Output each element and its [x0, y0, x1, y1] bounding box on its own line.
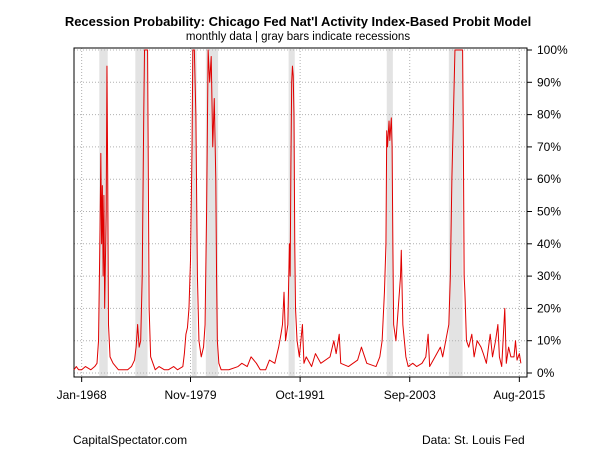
recession-band-7: [448, 49, 463, 376]
x-tick-label: Oct-1991: [275, 388, 325, 402]
series-layer: [73, 49, 522, 371]
y-tick-label: 100%: [537, 43, 568, 57]
x-tick-label: Nov-1979: [164, 388, 216, 402]
source-site-label: CapitalSpectator.com: [73, 433, 188, 447]
x-tick-label: Sep-2003: [384, 388, 436, 402]
recession-band-5: [288, 49, 295, 376]
x-tick-label: Jan-1968: [57, 388, 107, 402]
y-tick-label: 30%: [537, 269, 561, 283]
grid-lines: [74, 48, 527, 377]
y-tick-label: 60%: [537, 172, 561, 186]
y-tick-label: 20%: [537, 301, 561, 315]
chart-title: Recession Probability: Chicago Fed Nat'l…: [65, 14, 531, 29]
y-tick-label: 10%: [537, 334, 561, 348]
x-axis: Jan-1968 Nov-1979 Oct-1991 Sep-2003 Aug-2015: [57, 377, 546, 402]
recession-band-2: [135, 49, 148, 376]
y-tick-label: 80%: [537, 108, 561, 122]
y-tick-label: 70%: [537, 140, 561, 154]
x-tick-label: Aug-2015: [493, 388, 545, 402]
y-tick-label: 40%: [537, 237, 561, 251]
y-tick-label: 50%: [537, 205, 561, 219]
y-axis: 0% 10% 20% 30% 40% 50% 60% 70% 80% 90% 100%: [527, 43, 568, 380]
recession-probability-line: [73, 49, 522, 371]
y-tick-label: 90%: [537, 75, 561, 89]
recession-band-6: [386, 49, 393, 376]
data-source-label: Data: St. Louis Fed: [422, 433, 525, 447]
recession-band-3: [192, 49, 197, 376]
chart-subtitle: monthly data | gray bars indicate recess…: [186, 31, 410, 43]
y-tick-label: 0%: [537, 366, 555, 380]
recession-bands: [99, 49, 463, 376]
